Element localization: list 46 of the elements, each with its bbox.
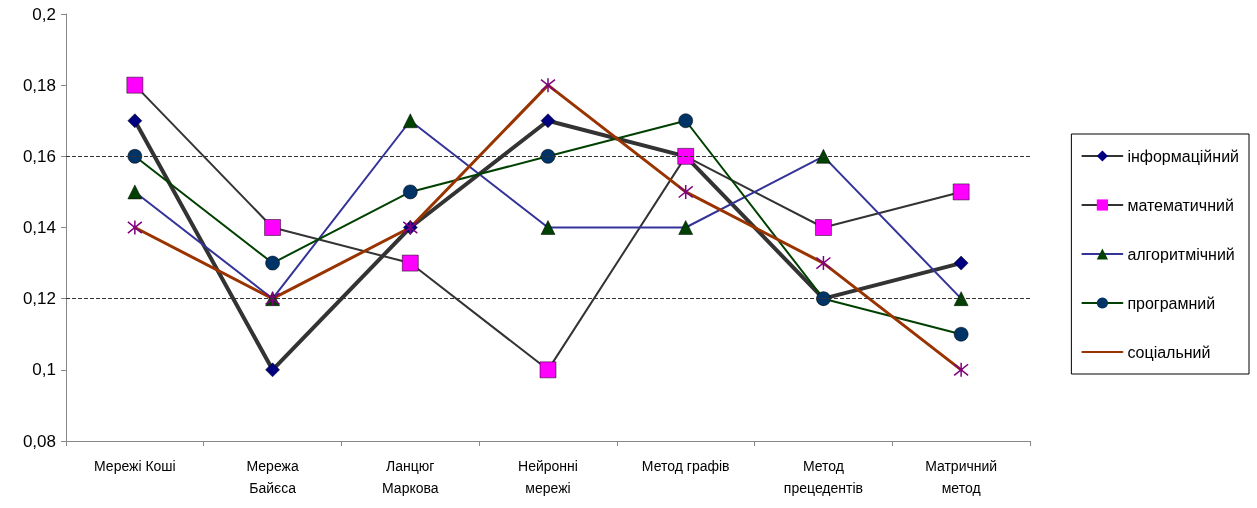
point [678,220,693,235]
point [127,113,143,128]
point [815,255,832,271]
y-tick-label: 0,18 [22,75,56,95]
point [127,219,143,236]
y-tick-label: 0,12 [22,289,56,309]
x-tick-label: Ланцюг Маркова [382,458,439,496]
point [127,149,143,164]
point [953,362,969,378]
point [678,113,693,128]
y-tick-label: 0,2 [32,4,56,24]
legend-label: програмний [1127,294,1216,312]
point [126,76,144,94]
point [540,113,556,128]
legend-label: математичний [1127,196,1234,214]
point [402,254,419,272]
point [952,183,970,201]
legend-label: соціальний [1127,343,1211,361]
y-tick-label: 0,16 [22,146,56,166]
x-tick-label: Матричний метод [925,458,998,496]
y-tick-label: 0,08 [22,431,56,451]
x-tick-label: Метод прецедентів [783,458,863,496]
point [953,255,969,271]
legend-label: алгоритмічний [1127,245,1235,263]
point [540,220,556,235]
point [265,362,280,378]
point [953,291,969,306]
point [264,219,281,236]
point [953,327,969,342]
point [815,219,832,236]
x-tick-label: Мережі Коші [94,458,176,474]
point [539,361,557,379]
x-tick-label: Метод графів [641,458,730,474]
point [127,184,143,200]
point [403,113,418,128]
point [540,149,556,164]
point [816,149,831,164]
point [677,184,694,200]
point [265,255,280,271]
point [403,184,418,200]
y-tick-label: 0,1 [32,360,56,380]
point [540,77,556,93]
y-tick-label: 0,14 [22,218,56,237]
legend-label: інформаційний [1127,147,1240,165]
x-tick-label: Мережа Байєса [246,458,299,496]
x-tick-label: Нейронні мережі [518,458,578,496]
